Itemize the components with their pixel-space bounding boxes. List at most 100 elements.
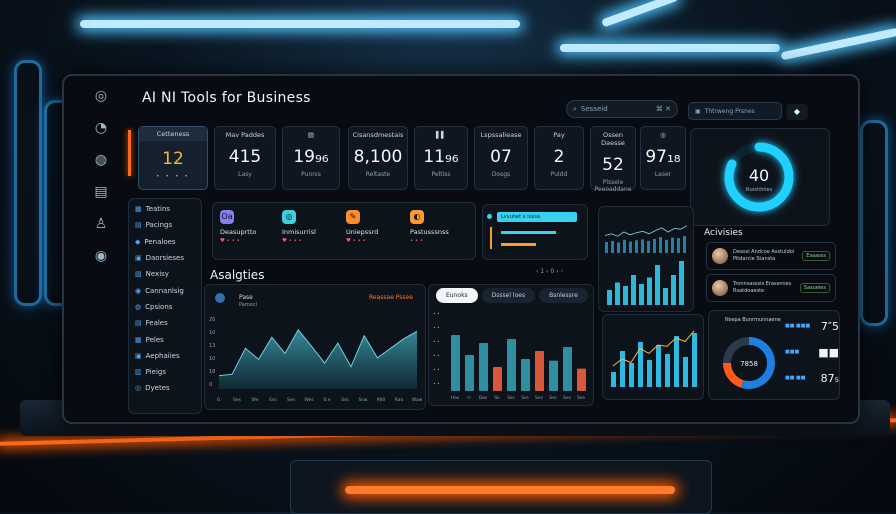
donut-chart: 7858 [723, 337, 775, 389]
spark-bar [635, 240, 638, 253]
kpi-card[interactable]: Ossen Daesse 52 Plssele Peeoaddane [590, 126, 636, 193]
bar-chart-panel: • • • • • • • • • • • • Has ㅁ Das Sk Sss Sss Ses Sss S… [428, 284, 594, 406]
nav-item[interactable]: ▤ Feales [129, 315, 201, 331]
nav-item[interactable]: ▣ Daorsieses [129, 250, 201, 266]
x-tick-label: Waw [412, 397, 423, 403]
settings-icon[interactable]: ◉ [94, 248, 108, 264]
progress-highlight: Lvvuhet x iussa [497, 212, 577, 222]
kpi-card[interactable]: ◎ 97₁₈ Laser [640, 126, 686, 190]
bar [535, 351, 544, 391]
x-tick-label: Ses [535, 395, 544, 401]
nav-item-icon: ▣ [135, 351, 142, 360]
tool-sub: ♥ • • • [346, 238, 366, 244]
ring-progress [724, 142, 794, 212]
nav-item[interactable]: ◆ Penaloes [129, 234, 201, 250]
nav-item-icon: ▤ [135, 221, 142, 230]
kpi-card[interactable]: Mav Paddes 415 Lasy [214, 126, 276, 190]
ring-value: 40 [749, 166, 769, 185]
nav-item[interactable]: ▤ Pacings [129, 217, 201, 233]
nav-item-icon: ▦ [135, 335, 142, 344]
y-tick-label: 20 [209, 317, 215, 323]
bar [639, 284, 644, 305]
account-selector[interactable]: ▣ Thtrweng Prsnes [688, 102, 782, 120]
nav-item[interactable]: ▥ Pieigs [129, 364, 201, 380]
search-input[interactable]: ⌕ Sesseid ⌘ ✕ [566, 100, 678, 118]
kpi-label: ◎ [660, 131, 666, 139]
bar [674, 336, 679, 387]
kpi-card[interactable]: Pay 2 Puldd [534, 126, 584, 190]
status-dot [487, 214, 492, 219]
bar [451, 335, 460, 391]
nav-item-label: Cpsions [145, 302, 173, 311]
bar [507, 339, 516, 391]
chat-icon[interactable]: ◔ [94, 120, 108, 136]
floor-light-bar [345, 486, 675, 494]
bar [629, 363, 634, 387]
kpi-value: 97₁₈ [645, 147, 681, 167]
home-icon[interactable]: ◎ [94, 88, 108, 104]
docs-icon[interactable]: ▤ [94, 184, 108, 200]
x-tick-label: 0. [217, 397, 221, 403]
nav-item[interactable]: ◉ Cannanlsig [129, 282, 201, 298]
chart-tab[interactable]: Eunoks [436, 288, 478, 303]
kpi-card[interactable]: ▤ 19₉₆ Punnis [282, 126, 340, 190]
icon-rail: ◎ ◔ ◍ ▤ ♙ ◉ [88, 88, 118, 268]
user-icon[interactable]: ♙ [94, 216, 108, 232]
activity-row[interactable]: Deassi Andcoe Asstuldoi Pitdarcie Stanst… [706, 242, 836, 270]
tool-card[interactable]: ◎ Inmisurrisl ♥ • • • [282, 202, 342, 260]
legend-a: Pase [239, 294, 253, 301]
nav-item-label: Penaloes [144, 237, 176, 246]
more-button[interactable]: ◆ [786, 104, 808, 120]
activities-title: Acivisies [704, 228, 743, 238]
y-tick-label: • • [433, 382, 440, 387]
x-tick-label: Ses [563, 395, 572, 401]
pager[interactable]: ‹ 1 ‹ 0 › ◦ [536, 268, 564, 275]
x-tick-label: Sse [577, 395, 585, 401]
combo-chart [611, 330, 697, 387]
kpi-card[interactable]: Cetteness 12 • • • • [138, 126, 208, 190]
nav-item[interactable]: ◎ Dyetes [129, 380, 201, 396]
trend-panel [598, 206, 694, 312]
bar [647, 360, 652, 387]
chart-tab[interactable]: Dsssel loes [481, 288, 536, 303]
chart-tabs: Eunoks Dsssel loes Bsnlessre [436, 288, 588, 303]
nav-item[interactable]: ◍ Cpsions [129, 299, 201, 315]
tool-title: Inmisurrisl [282, 228, 316, 236]
nav-item[interactable]: ▧ Nexisy [129, 266, 201, 282]
ring-gauge-card: 40 Rssshhhes [690, 128, 830, 226]
chat-icon[interactable]: ◍ [94, 152, 108, 168]
x-tick-label: Ses [233, 397, 242, 403]
activity-tag: Sasueies [799, 283, 830, 293]
kpi-value: 8,100 [353, 147, 403, 167]
tool-sub: • • • [410, 238, 424, 244]
kpi-card[interactable]: Lspssaliease 07 Dosgs [474, 126, 528, 190]
tool-card[interactable]: ✎ Uniepssrd ♥ • • • [346, 202, 406, 260]
nav-item-icon: ▦ [135, 205, 142, 214]
activity-row[interactable]: Tronnsasssis Erassnnes Rsatdoaeste Sasuei… [706, 274, 836, 302]
nav-item[interactable]: ▦ Peles [129, 331, 201, 347]
kpi-card[interactable]: Cisansdmestais 8,100 Reltaste [348, 126, 408, 190]
bar [620, 351, 625, 387]
ceiling-light [560, 44, 780, 52]
nav-item-icon: ▧ [135, 270, 142, 279]
spark-bar [671, 237, 674, 253]
kpi-label: Mav Paddes [225, 131, 265, 139]
tool-card[interactable]: ◐ Pastusssnss • • • [410, 202, 470, 260]
avatar [712, 280, 728, 296]
progress-panel: Lvvuhet x iussa [482, 204, 588, 260]
wall-pillar [860, 120, 888, 326]
kpi-card[interactable]: ▌▌ 11₉₆ Peltiss [414, 126, 468, 190]
chart-tab[interactable]: Bsnlessre [539, 288, 588, 303]
bar [563, 347, 572, 391]
combo-panel [602, 314, 704, 400]
nav-item[interactable]: ▦ Teatins [129, 201, 201, 217]
tool-card[interactable]: Oa Deasuprtto ♥ • • • [220, 202, 280, 260]
bar [607, 290, 612, 305]
nav-item[interactable]: ▣ Aephaiies [129, 348, 201, 364]
activity-tag: Esaasss [802, 251, 830, 261]
spark-bar [617, 242, 620, 253]
x-tick-label: Ssw [359, 397, 368, 403]
nav-item-label: Teatins [145, 205, 171, 214]
nav-item-icon: ▥ [135, 368, 142, 377]
legend-dot [215, 293, 225, 303]
